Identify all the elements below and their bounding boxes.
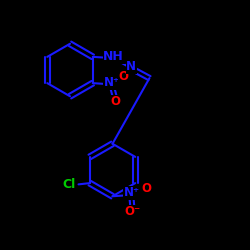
Text: N: N	[126, 60, 136, 73]
Text: O: O	[141, 182, 151, 195]
Text: NH: NH	[103, 50, 124, 63]
Text: O: O	[110, 95, 120, 108]
Text: Cl: Cl	[62, 178, 75, 191]
Text: N⁺: N⁺	[124, 186, 140, 200]
Text: N⁺: N⁺	[104, 76, 120, 89]
Text: O⁻: O⁻	[124, 205, 140, 218]
Text: O⁻: O⁻	[118, 70, 134, 83]
